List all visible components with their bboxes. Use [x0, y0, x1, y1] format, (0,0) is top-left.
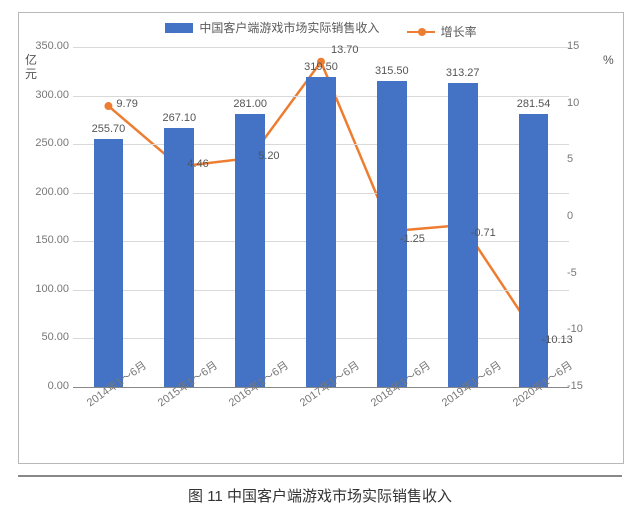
line-value-label: -10.13: [542, 334, 573, 346]
bar-value-label: 319.50: [304, 61, 338, 73]
legend: 中国客户端游戏市场实际销售收入 增长率: [19, 19, 623, 40]
bar-value-label: 255.70: [92, 123, 126, 135]
plot-area: 0.0050.00100.00150.00200.00250.00300.003…: [73, 47, 569, 387]
bar: [94, 139, 124, 387]
legend-label-bars: 中国客户端游戏市场实际销售收入: [199, 19, 379, 36]
line-value-label: 4.46: [187, 158, 208, 170]
bar-value-label: 313.27: [446, 67, 480, 79]
legend-swatch-line: [407, 31, 435, 33]
bar-value-label: 315.50: [375, 65, 409, 77]
y-right-tick: -10: [567, 323, 615, 335]
y-right-tick: -15: [567, 380, 615, 392]
figure-caption: 图 11 中国客户端游戏市场实际销售收入: [18, 475, 622, 506]
bar-value-label: 281.54: [517, 98, 551, 110]
legend-item-line: 增长率: [407, 23, 477, 40]
bar-value-label: 281.00: [233, 98, 267, 110]
y-left-tick: 50.00: [21, 331, 69, 343]
line-value-label: -0.71: [471, 227, 496, 239]
y-right-tick: -5: [567, 267, 615, 279]
grid-line: [73, 47, 569, 48]
y-left-tick: 0.00: [21, 380, 69, 392]
legend-item-bars: 中国客户端游戏市场实际销售收入: [165, 19, 379, 36]
legend-swatch-bar: [165, 23, 193, 33]
line-value-label: 9.79: [116, 98, 137, 110]
y-left-tick: 100.00: [21, 283, 69, 295]
y-right-tick: 15: [567, 40, 615, 52]
legend-label-line: 增长率: [441, 23, 477, 40]
line-value-label: 13.70: [331, 44, 359, 56]
bar: [519, 114, 549, 387]
y-left-tick: 150.00: [21, 234, 69, 246]
bar-value-label: 267.10: [162, 112, 196, 124]
y-right-tick: 0: [567, 210, 615, 222]
bar: [306, 77, 336, 387]
line-value-label: -1.25: [400, 233, 425, 245]
line-point: [104, 102, 112, 110]
y-right-title: %: [603, 53, 617, 67]
y-left-tick: 200.00: [21, 186, 69, 198]
y-left-tick: 250.00: [21, 137, 69, 149]
y-left-tick: 300.00: [21, 89, 69, 101]
y-right-tick: 5: [567, 153, 615, 165]
y-left-title: 亿元: [25, 53, 39, 82]
chart-container: 中国客户端游戏市场实际销售收入 增长率 亿元 % 0.0050.00100.00…: [18, 12, 624, 464]
line-value-label: 5.20: [258, 150, 279, 162]
y-right-tick: 10: [567, 97, 615, 109]
y-left-tick: 350.00: [21, 40, 69, 52]
